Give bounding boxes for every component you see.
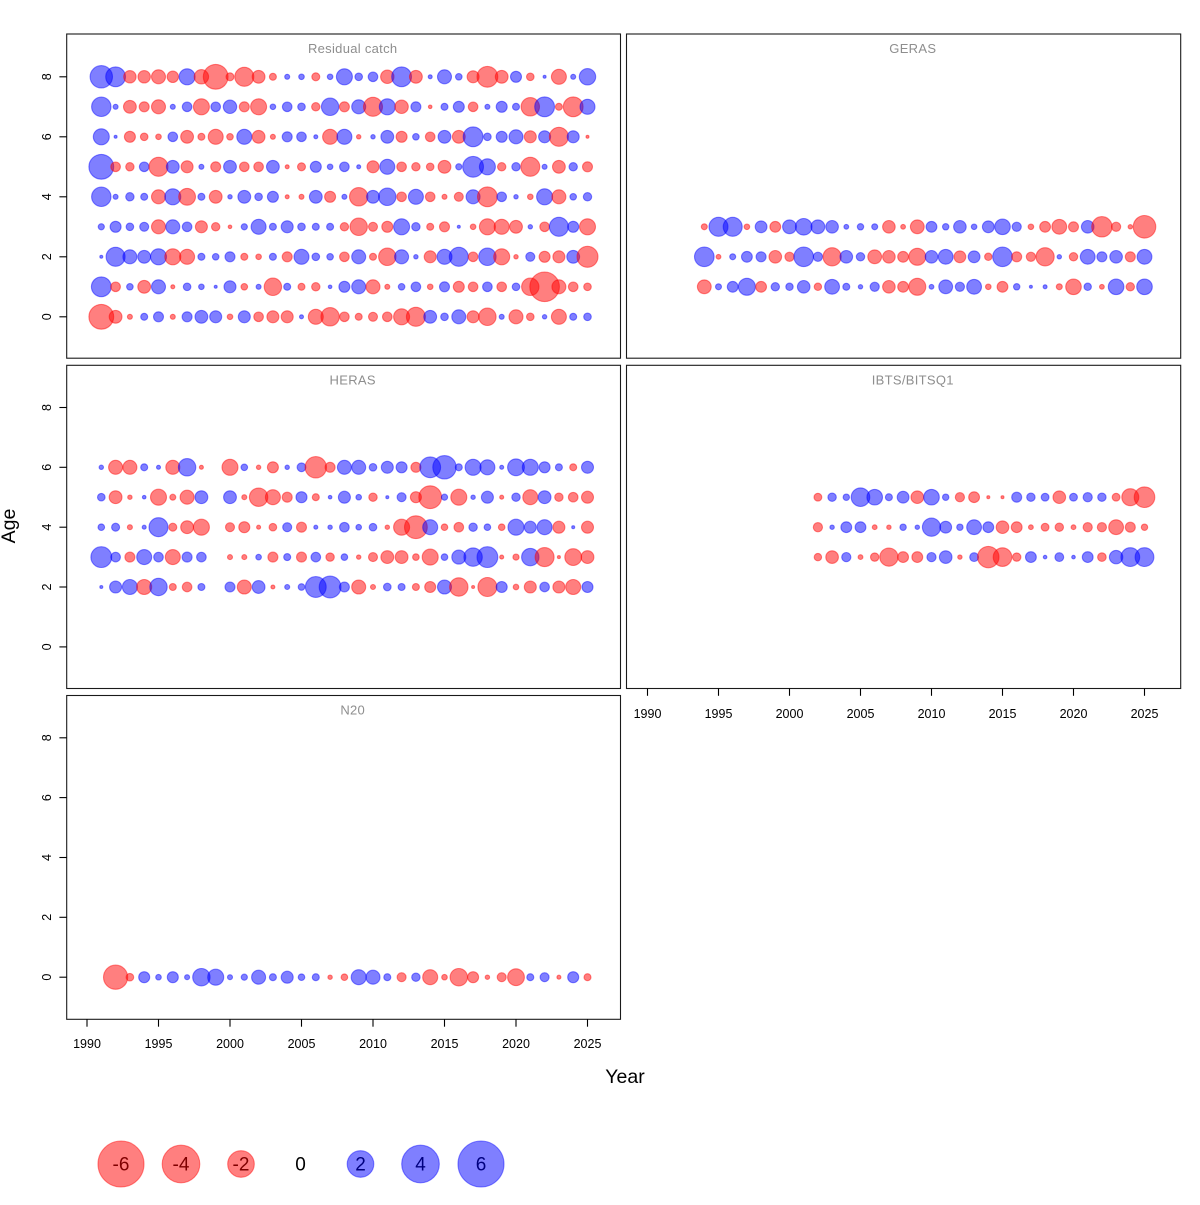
svg-text:4: 4 (415, 1155, 426, 1176)
svg-text:HERAS: HERAS (330, 373, 376, 388)
svg-text:2: 2 (40, 583, 54, 590)
svg-text:8: 8 (40, 734, 54, 741)
svg-text:6: 6 (40, 464, 54, 471)
svg-text:2020: 2020 (1060, 707, 1088, 721)
svg-text:2000: 2000 (216, 1037, 244, 1051)
svg-text:2: 2 (355, 1155, 366, 1176)
svg-text:8: 8 (40, 73, 54, 80)
svg-text:-6: -6 (113, 1155, 130, 1176)
svg-text:1990: 1990 (634, 707, 662, 721)
svg-text:2010: 2010 (359, 1037, 387, 1051)
svg-text:8: 8 (40, 404, 54, 411)
svg-text:1990: 1990 (73, 1037, 101, 1051)
svg-text:2010: 2010 (918, 707, 946, 721)
svg-text:4: 4 (40, 524, 54, 531)
svg-text:2020: 2020 (502, 1037, 530, 1051)
svg-text:6: 6 (40, 794, 54, 801)
svg-text:4: 4 (40, 854, 54, 861)
svg-text:GERAS: GERAS (889, 41, 936, 56)
svg-text:2: 2 (40, 914, 54, 921)
svg-text:2005: 2005 (847, 707, 875, 721)
svg-text:0: 0 (40, 643, 54, 650)
svg-text:0: 0 (295, 1155, 306, 1176)
svg-text:Year: Year (605, 1066, 645, 1088)
svg-text:2000: 2000 (776, 707, 804, 721)
svg-text:2005: 2005 (288, 1037, 316, 1051)
svg-text:0: 0 (40, 974, 54, 981)
svg-text:IBTS/BITSQ1: IBTS/BITSQ1 (872, 373, 954, 388)
svg-text:4: 4 (40, 193, 54, 200)
svg-text:2015: 2015 (989, 707, 1017, 721)
svg-text:2025: 2025 (574, 1037, 602, 1051)
svg-text:6: 6 (476, 1155, 487, 1176)
svg-text:-4: -4 (173, 1155, 190, 1176)
svg-text:-2: -2 (233, 1155, 250, 1176)
svg-text:Residual catch: Residual catch (308, 41, 397, 56)
svg-text:0: 0 (40, 313, 54, 320)
svg-text:1995: 1995 (145, 1037, 173, 1051)
svg-text:2015: 2015 (431, 1037, 459, 1051)
svg-text:N20: N20 (340, 703, 365, 718)
svg-text:6: 6 (40, 133, 54, 140)
svg-text:Age: Age (0, 509, 20, 544)
svg-text:2: 2 (40, 253, 54, 260)
svg-text:1995: 1995 (705, 707, 733, 721)
svg-text:2025: 2025 (1131, 707, 1159, 721)
